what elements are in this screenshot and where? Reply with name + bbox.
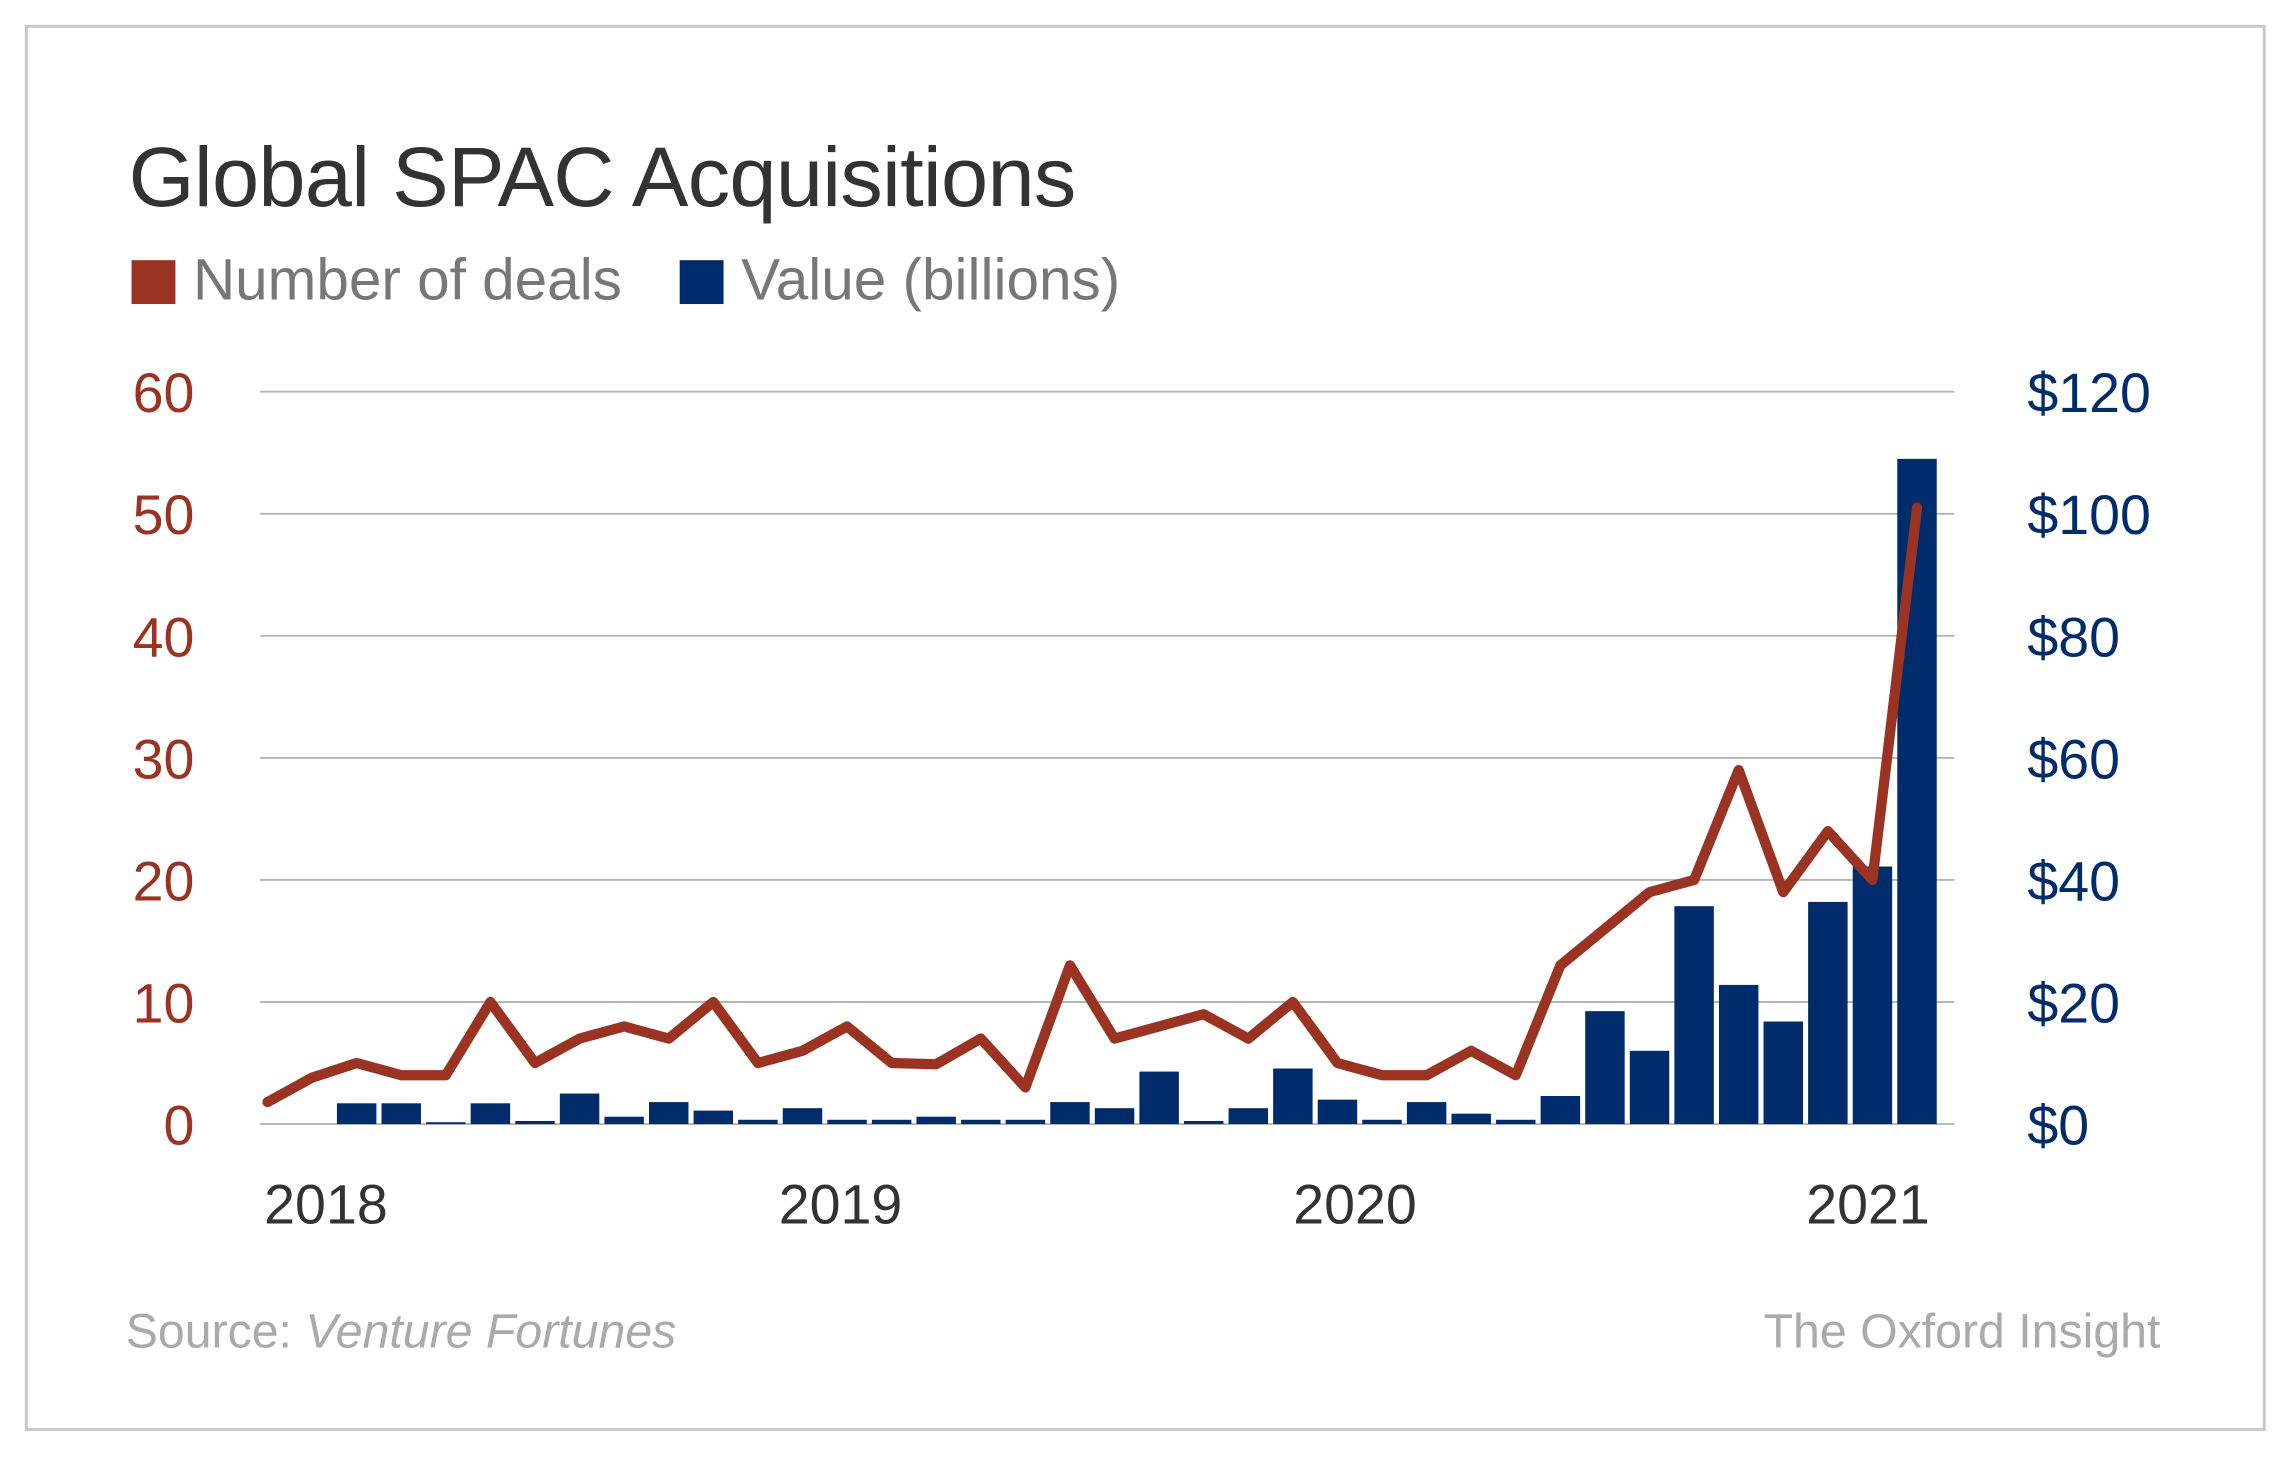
value-bar	[604, 1117, 643, 1124]
source-name: Venture Fortunes	[305, 1304, 676, 1358]
left-axis-tick-label: 60	[133, 362, 195, 424]
value-bar	[649, 1102, 688, 1124]
left-axis-tick-label: 40	[133, 606, 195, 668]
value-bar	[738, 1120, 777, 1124]
value-bar	[916, 1117, 955, 1124]
value-bar	[827, 1120, 866, 1124]
x-axis-tick-label: 2019	[779, 1173, 903, 1235]
brand-label: The Oxford Insight	[1764, 1304, 2161, 1360]
right-axis-tick-label: $60	[2027, 728, 2120, 790]
value-bar	[1095, 1108, 1134, 1124]
value-bar	[1897, 459, 1936, 1124]
value-bar	[337, 1103, 376, 1124]
right-axis-tick-label: $0	[2027, 1095, 2089, 1157]
value-bar	[1853, 867, 1892, 1125]
value-bar	[1318, 1100, 1357, 1124]
x-axis-tick-label: 2021	[1806, 1173, 1930, 1235]
value-bar	[872, 1120, 911, 1124]
value-bar	[1674, 906, 1713, 1124]
value-bar	[1808, 902, 1847, 1124]
value-bar	[1184, 1121, 1223, 1124]
value-bar	[694, 1111, 733, 1124]
left-axis-tick-label: 10	[133, 972, 195, 1034]
value-bar	[1630, 1051, 1669, 1124]
value-bar	[1496, 1120, 1535, 1124]
right-axis-tick-label: $20	[2027, 972, 2120, 1034]
left-axis-tick-label: 20	[133, 850, 195, 912]
left-axis-tick-label: 50	[133, 484, 195, 546]
x-axis-tick-label: 2018	[264, 1173, 388, 1235]
value-bar	[1585, 1011, 1624, 1124]
value-bar	[1451, 1114, 1490, 1124]
value-bar	[1362, 1120, 1401, 1124]
value-bar	[783, 1108, 822, 1124]
value-bar	[471, 1103, 510, 1124]
right-axis-tick-label: $120	[2027, 362, 2151, 424]
value-bar	[1407, 1102, 1446, 1124]
right-axis-tick-label: $80	[2027, 606, 2120, 668]
value-bar	[1764, 1022, 1803, 1125]
left-axis-tick-label: 30	[133, 728, 195, 790]
right-axis-tick-label: $40	[2027, 850, 2120, 912]
x-axis-tick-label: 2020	[1293, 1173, 1417, 1235]
value-bar	[1050, 1102, 1089, 1124]
left-axis-tick-label: 0	[164, 1095, 195, 1157]
value-bar	[1541, 1096, 1580, 1124]
source-label: Source:	[126, 1304, 306, 1358]
right-axis-tick-label: $100	[2027, 484, 2151, 546]
value-bar	[1273, 1069, 1312, 1125]
value-bar	[560, 1094, 599, 1125]
source-note: Source: Venture Fortunes	[126, 1304, 677, 1360]
value-bar	[515, 1121, 554, 1124]
value-bar	[426, 1122, 465, 1124]
deals-line	[267, 508, 1917, 1102]
value-bar	[1719, 985, 1758, 1124]
value-bar	[961, 1120, 1000, 1124]
value-bar	[1139, 1072, 1178, 1124]
value-bar	[1006, 1120, 1045, 1124]
value-bar	[1229, 1108, 1268, 1124]
value-bar	[382, 1103, 421, 1124]
